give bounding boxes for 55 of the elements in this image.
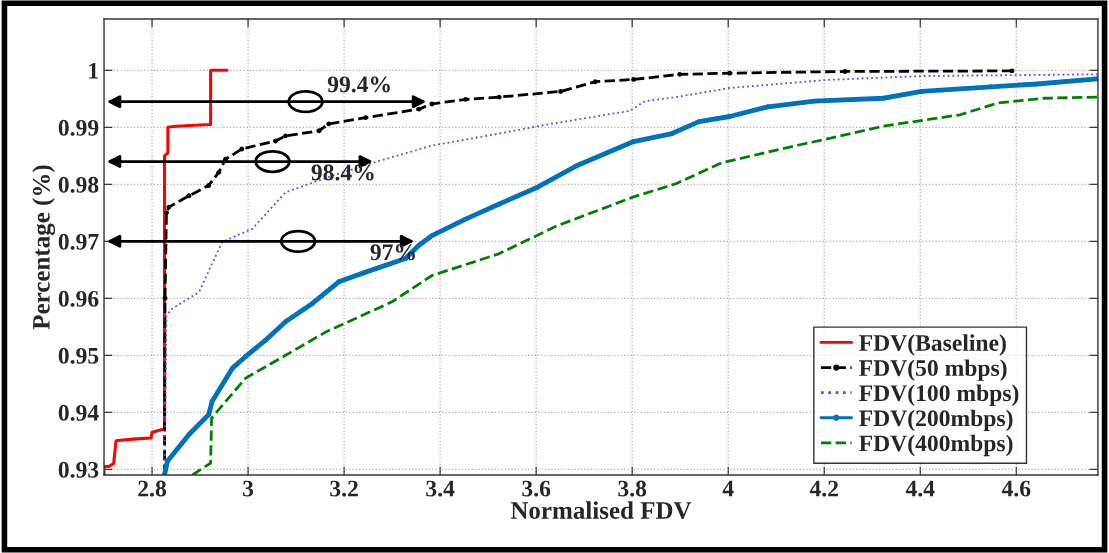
point [162,295,168,301]
y-tick-label: 1 [89,62,98,79]
point [463,96,468,102]
x-tick-label: 4 [722,480,734,497]
point [206,183,212,188]
point [631,139,637,144]
legend-label: FDV(200mbps) [859,409,1013,432]
y-tick-label: 0.96 [58,290,99,307]
point [326,121,332,127]
point [727,114,733,119]
y-tick-label: 0.98 [58,176,99,193]
point [316,128,322,134]
y-tick-label: 0.94 [58,404,99,421]
point [206,412,212,418]
y-tick-label: 0.99 [58,119,99,136]
point [239,146,245,152]
x-tick-label: 4.6 [1001,480,1031,497]
point [727,70,733,76]
x-tick-label: 4.4 [905,480,935,497]
point [186,193,192,199]
legend-label: FDV(400mbps) [859,434,1013,457]
x-tick-label: 3 [243,480,254,497]
x-tick-label: 3.6 [522,480,551,497]
point [363,115,369,121]
y-axis-title: Percentage (%) [32,165,56,330]
x-tick-label: 3.4 [426,480,455,497]
x-tick-label: 4.2 [809,480,838,497]
point [309,301,315,306]
x-tick-label: 3.2 [330,480,358,497]
point [229,366,235,371]
point [283,319,288,325]
point [164,458,170,464]
point [216,169,222,175]
point [496,201,502,207]
legend-label: FDV(100 mbps) [859,384,1019,406]
point [558,88,564,94]
legend-label: FDV(50 mbps) [859,359,1007,381]
legend-label: FDV(Baseline) [859,334,1006,356]
annotation: 99.4% [327,76,390,93]
point [336,279,342,285]
y-tick-label: 0.93 [58,461,99,478]
point [677,71,683,77]
point [243,354,249,359]
y-tick-label: 0.95 [58,347,99,364]
x-tick-label: 3.8 [618,480,647,497]
x-tick-label: 2.8 [138,480,167,497]
point [416,242,422,248]
point [919,88,925,94]
y-tick-label: 0.97 [58,233,99,250]
point [631,77,637,82]
x-axis-title: Normalised FDV [510,501,692,520]
point [535,184,541,190]
point [765,104,771,110]
point [164,210,169,216]
point [592,79,598,85]
